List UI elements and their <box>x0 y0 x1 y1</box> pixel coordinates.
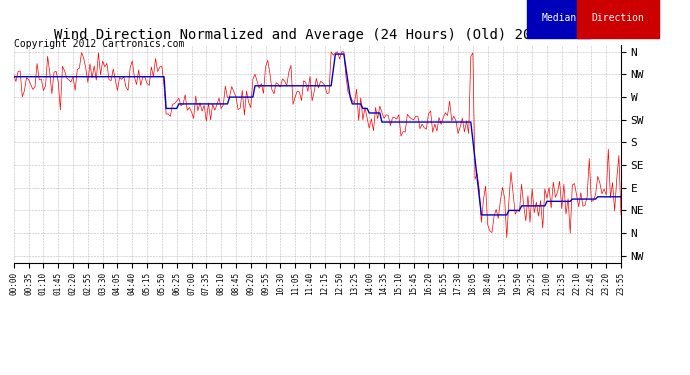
Text: Median: Median <box>542 13 577 23</box>
Text: Direction: Direction <box>591 13 644 23</box>
Title: Wind Direction Normalized and Average (24 Hours) (Old) 20121219: Wind Direction Normalized and Average (2… <box>54 28 581 42</box>
Text: Copyright 2012 Cartronics.com: Copyright 2012 Cartronics.com <box>14 39 184 50</box>
